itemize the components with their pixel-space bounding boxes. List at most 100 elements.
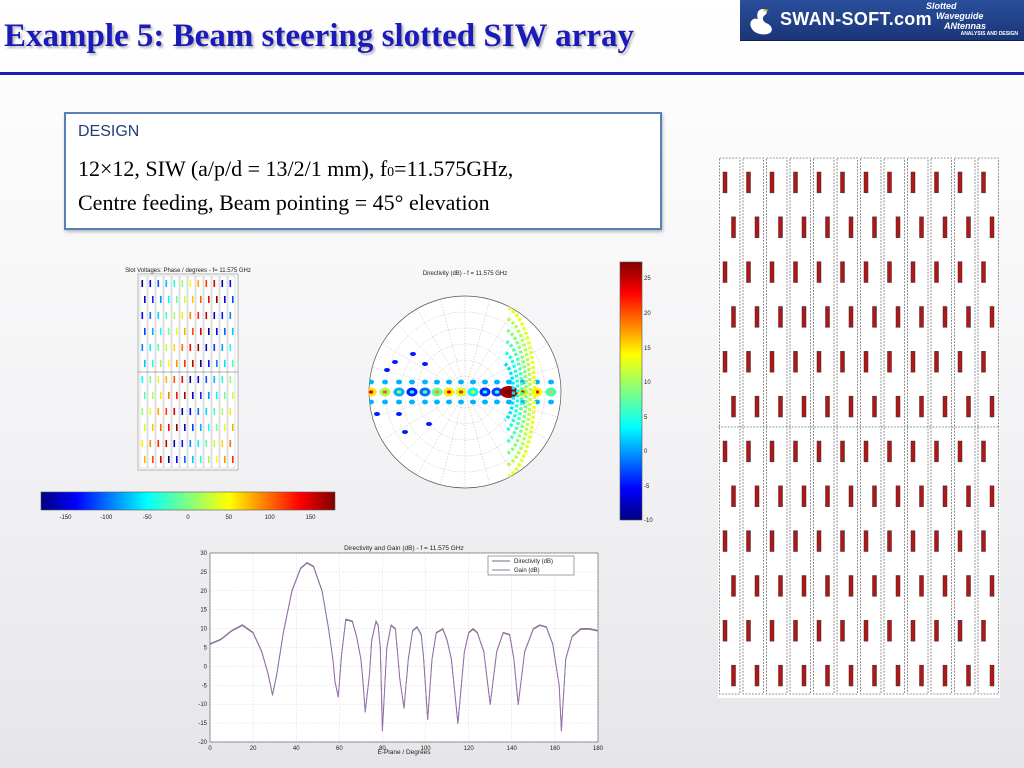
- slot-voltage-slot: [176, 328, 178, 335]
- polar-lobe: [548, 399, 554, 405]
- polar-lobe: [548, 379, 554, 385]
- slot-voltage-slot: [216, 424, 218, 431]
- siw-waveguide-column: [954, 157, 976, 695]
- slot-voltage-slot: [232, 424, 234, 431]
- polar-lobe: [382, 399, 388, 405]
- radiating-slot: [863, 620, 869, 642]
- radiating-slot: [863, 440, 869, 463]
- directivity-tick: 25: [644, 276, 651, 282]
- siw-waveguide-column: [907, 157, 929, 695]
- chart-series: [209, 561, 599, 732]
- radiating-slot: [848, 575, 854, 597]
- slot-voltage-slot: [189, 312, 192, 319]
- slot-voltage-slot: [149, 280, 152, 287]
- radiating-slot: [957, 440, 963, 463]
- polar-lobe: [409, 379, 415, 385]
- radiating-slot: [731, 664, 736, 687]
- slot-voltage-slot: [149, 344, 152, 351]
- polar-lobe: [482, 399, 488, 405]
- slot-voltage-slot: [165, 440, 168, 447]
- phase-colorbar-ticks: -150 -100 -50 0 50 100 150: [59, 515, 316, 521]
- radiating-slot: [722, 530, 728, 552]
- slot-voltage-slot: [192, 424, 194, 431]
- slot-voltage-slot: [229, 344, 232, 351]
- radiating-slot: [722, 351, 728, 373]
- polar-minor-lobe: [396, 412, 402, 416]
- radiating-slot: [910, 171, 916, 194]
- radiating-slot: [981, 620, 986, 642]
- polar-lobe: [369, 399, 374, 405]
- slot-voltage-slot: [160, 456, 162, 463]
- siw-waveguide-column: [836, 157, 858, 695]
- radiating-slot: [816, 261, 822, 283]
- polar-plot-title: Directivity (dB) - f = 11.575 GHz: [423, 271, 507, 277]
- polar-sidelobe-arc: [507, 306, 537, 478]
- chart-y-tick: -5: [202, 683, 208, 689]
- logo-tagline-3: ANtennas: [944, 21, 987, 31]
- radiating-slot: [840, 530, 845, 552]
- slot-voltage-slot: [197, 408, 200, 415]
- slot-voltage-slot: [165, 312, 168, 319]
- radiating-slot: [942, 395, 948, 418]
- radiating-slot: [754, 216, 760, 238]
- radiating-slot: [989, 575, 995, 597]
- slot-voltage-slot: [168, 328, 170, 335]
- slot-voltage-slot: [141, 408, 144, 415]
- polar-lobe-core: [494, 390, 500, 394]
- radiating-slot: [754, 485, 760, 507]
- radiating-slot: [887, 440, 892, 463]
- polar-lobe-core: [482, 390, 488, 394]
- radiating-slot: [942, 664, 948, 687]
- slot-voltage-slot: [165, 408, 168, 415]
- radiating-slot: [769, 351, 775, 373]
- phase-tick: 150: [305, 515, 316, 521]
- radiating-slot: [793, 530, 798, 552]
- radiating-slot: [825, 395, 830, 418]
- radiating-slot: [801, 575, 807, 597]
- radiating-slot: [942, 575, 948, 597]
- radiating-slot: [872, 306, 877, 328]
- radiating-slot: [895, 216, 901, 238]
- slot-voltage-slot: [189, 280, 192, 287]
- slot-voltage-slot: [181, 312, 184, 319]
- radiating-slot: [934, 530, 939, 552]
- chart-x-tick: 60: [336, 746, 343, 752]
- slot-voltage-slot: [157, 312, 160, 319]
- radiating-slot: [957, 530, 963, 552]
- polar-lobe: [446, 379, 452, 385]
- slot-voltage-slot: [144, 456, 146, 463]
- slot-voltage-slot: [221, 344, 224, 351]
- polar-lobe: [382, 379, 388, 385]
- slot-voltage-slot: [149, 440, 152, 447]
- slot-voltage-slot: [152, 328, 154, 335]
- slot-voltage-slot: [176, 296, 178, 303]
- siw-waveguide-column: [977, 157, 999, 695]
- slot-voltage-slot: [144, 424, 146, 431]
- slot-voltage-slot: [200, 360, 202, 367]
- slot-voltage-slot: [181, 440, 184, 447]
- slot-voltage-slot: [208, 296, 210, 303]
- slot-voltage-slot: [173, 376, 176, 383]
- radiating-slot: [942, 485, 948, 507]
- radiating-slot: [840, 351, 845, 373]
- radiating-slot: [754, 306, 760, 328]
- polar-lobe: [396, 379, 402, 385]
- radiating-slot: [887, 620, 892, 642]
- slot-voltage-slot: [224, 392, 226, 399]
- radiating-slot: [887, 530, 892, 552]
- slot-voltage-slot: [144, 360, 146, 367]
- slot-array-layout: [718, 156, 1000, 698]
- slot-voltage-slot: [192, 456, 194, 463]
- radiating-slot: [754, 575, 760, 597]
- slot-voltage-slot: [189, 376, 192, 383]
- directivity-polar-plot: Directivity (dB) - f = 11.575 GHz: [368, 271, 562, 489]
- polar-lobe-core: [434, 390, 440, 394]
- radiating-slot: [754, 395, 760, 418]
- slot-voltage-slot: [205, 280, 208, 287]
- slot-voltage-slot: [152, 296, 154, 303]
- radiating-slot: [793, 351, 798, 373]
- chart-x-tick: 80: [379, 746, 386, 752]
- siw-waveguide-column: [719, 157, 741, 695]
- slot-voltage-slot: [205, 344, 208, 351]
- slot-voltage-slot: [141, 376, 144, 383]
